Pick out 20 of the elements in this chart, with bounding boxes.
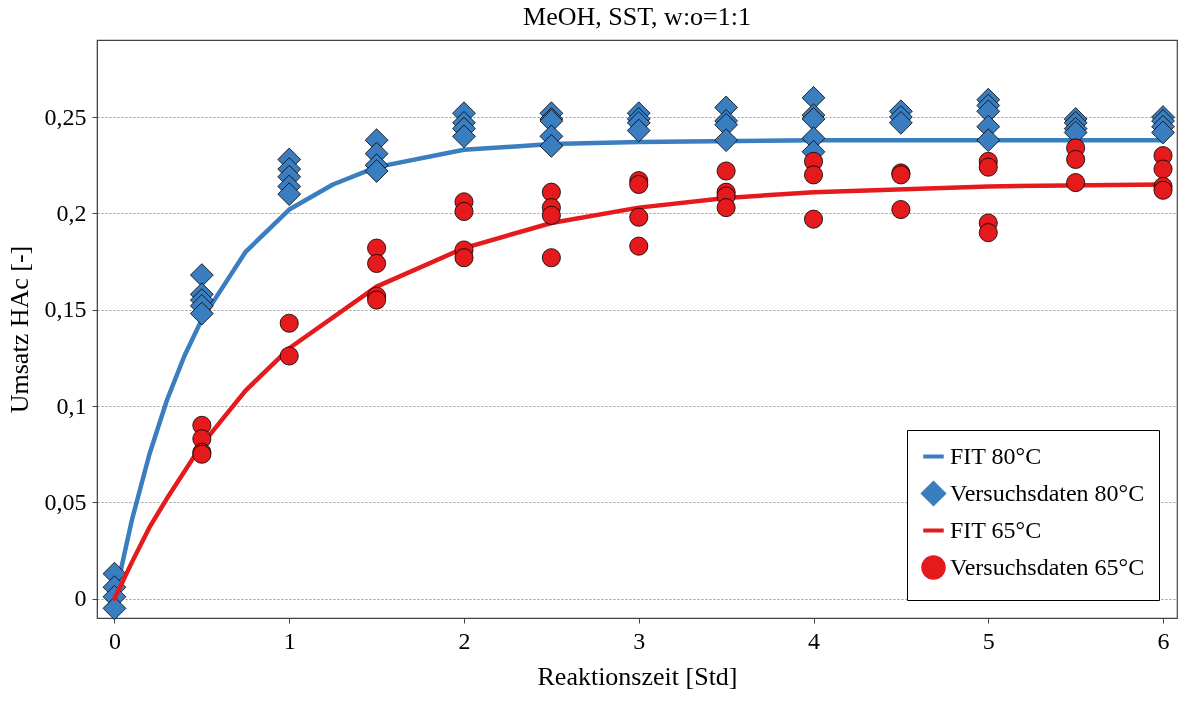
x-tick-label: 5 — [982, 627, 995, 654]
legend-label: FIT 65°C — [950, 516, 1042, 543]
x-tick-label: 1 — [283, 627, 296, 654]
y-tick-label: 0,1 — [56, 392, 87, 419]
chart-title: MeOH, SST, w:o=1:1 — [523, 2, 751, 31]
x-tick-label: 3 — [633, 627, 646, 654]
x-tick-label: 6 — [1157, 627, 1170, 654]
legend-label: Versuchsdaten 80°C — [950, 479, 1145, 506]
legend-label: FIT 80°C — [950, 442, 1042, 469]
x-tick-label: 2 — [458, 627, 471, 654]
x-tick-label: 0 — [108, 627, 121, 654]
y-tick-label: 0,25 — [44, 103, 87, 130]
y-tick-label: 0,05 — [44, 488, 87, 515]
x-tick-label: 4 — [808, 627, 820, 654]
y-tick-label: 0 — [74, 585, 87, 612]
y-tick-label: 0,2 — [56, 199, 87, 226]
legend-label: Versuchsdaten 65°C — [950, 553, 1145, 580]
y-axis-title: Umsatz HAc [-] — [4, 245, 34, 414]
y-tick-label: 0,15 — [44, 296, 87, 323]
x-axis-title: Reaktionszeit [Std] — [537, 661, 738, 691]
